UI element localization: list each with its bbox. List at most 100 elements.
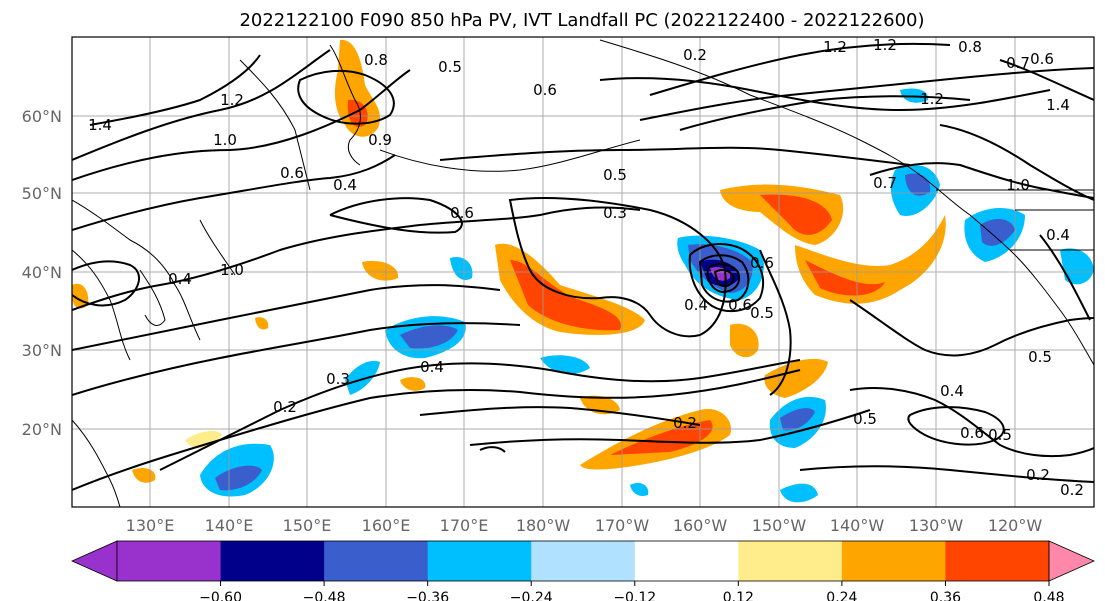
lat-label: 60°N bbox=[22, 107, 62, 126]
map-border bbox=[71, 36, 1095, 508]
contour-19 bbox=[419, 406, 701, 426]
colorbar-segment bbox=[220, 541, 325, 581]
contour-27 bbox=[649, 42, 951, 96]
contour-31 bbox=[999, 59, 1094, 101]
contour-15 bbox=[759, 249, 792, 396]
contour-26 bbox=[639, 67, 1094, 121]
contour-label: 1.0 bbox=[1006, 176, 1030, 194]
contour-5 bbox=[72, 154, 396, 231]
contour-label: 0.2 bbox=[1026, 466, 1050, 484]
lat-label: 20°N bbox=[22, 420, 62, 439]
contour-label: 0.6 bbox=[280, 164, 304, 182]
contour-label: 0.3 bbox=[326, 370, 350, 388]
coast-japan bbox=[139, 219, 236, 326]
contour-18 bbox=[72, 369, 801, 491]
contour-label: 0.4 bbox=[333, 176, 357, 194]
colorbar-segment bbox=[324, 541, 429, 581]
lon-label: 170°W bbox=[595, 516, 650, 535]
contour-label: 1.0 bbox=[220, 261, 244, 279]
shade-hawaii-blue-core bbox=[780, 408, 815, 431]
lon-label: 170°E bbox=[440, 516, 489, 535]
colorbar-tick-label: −0.24 bbox=[510, 590, 553, 601]
contour-2 bbox=[72, 69, 411, 181]
lat-label: 40°N bbox=[22, 263, 62, 282]
contour-label: 0.2 bbox=[673, 414, 697, 432]
lon-label: 140°E bbox=[205, 516, 254, 535]
contour-label: 0.5 bbox=[438, 58, 462, 76]
colorbar-tick-label: 0.12 bbox=[723, 590, 754, 601]
shade-bc-blue-core bbox=[905, 173, 931, 196]
coast-okhotsk bbox=[239, 59, 311, 191]
colorbar-segment bbox=[738, 541, 843, 581]
contour-22 bbox=[907, 406, 1005, 446]
contour-1 bbox=[72, 49, 331, 161]
contour-3 bbox=[89, 54, 261, 126]
lon-label: 120°W bbox=[988, 516, 1043, 535]
shade-wa-blue-core bbox=[980, 218, 1015, 246]
colorbar-tick-label: −0.48 bbox=[303, 590, 346, 601]
contour-13 bbox=[706, 262, 740, 294]
colorbar-segment bbox=[531, 541, 636, 581]
contour-8 bbox=[72, 284, 501, 351]
colorbar-segment bbox=[117, 541, 222, 581]
contour-23 bbox=[799, 465, 1094, 483]
contour-label: 0.6 bbox=[450, 204, 474, 222]
colorbar-tick-label: 0.48 bbox=[1033, 590, 1064, 601]
contour-4 bbox=[297, 69, 395, 125]
contour-10 bbox=[508, 197, 727, 338]
colorbar-segments bbox=[71, 540, 1095, 582]
map-title: 2022122100 F090 850 hPa PV, IVT Landfall… bbox=[239, 10, 924, 31]
shade-sw-blue-core bbox=[215, 465, 262, 491]
contour-21 bbox=[849, 387, 1094, 458]
shade-low-center bbox=[730, 323, 759, 358]
contour-label: 0.4 bbox=[940, 382, 964, 400]
contour-label: 0.5 bbox=[603, 166, 627, 184]
contour-label: 0.4 bbox=[684, 296, 708, 314]
shade-small-b1 bbox=[450, 256, 473, 280]
colorbar-segment bbox=[634, 541, 739, 581]
contour-11 bbox=[688, 243, 765, 313]
shade-small-5 bbox=[255, 317, 269, 330]
shade-small-b6 bbox=[230, 452, 249, 464]
colorbar-ticks: −0.60 −0.48 −0.36 −0.24 −0.12 0.12 0.24 0.36 0.4… bbox=[199, 581, 1065, 601]
contour-label: 1.2 bbox=[920, 90, 944, 108]
lon-label: 150°W bbox=[752, 516, 807, 535]
shade-ca-blue bbox=[1060, 248, 1094, 285]
lon-axis: 130°E 140°E 150°E 160°E 170°E 180°W 170°… bbox=[126, 516, 1043, 535]
contour-label: 0.7 bbox=[1006, 54, 1030, 72]
shade-small-b4 bbox=[630, 483, 649, 496]
contour-34 bbox=[1039, 234, 1091, 321]
contour-label: 0.2 bbox=[683, 46, 707, 64]
shade-coast-ar-core bbox=[805, 260, 885, 296]
contour-20 bbox=[469, 409, 871, 446]
contour-label: 0.5 bbox=[750, 304, 774, 322]
contour-28 bbox=[679, 95, 971, 131]
contour-label: 1.2 bbox=[220, 91, 244, 109]
colorbar-segment bbox=[427, 541, 532, 581]
contour-label: 0.6 bbox=[728, 296, 752, 314]
contour-label: 0.6 bbox=[533, 81, 557, 99]
coast-bc bbox=[919, 174, 1094, 366]
contour-label: 1.2 bbox=[873, 36, 897, 54]
colorbar-tick-label: −0.12 bbox=[613, 590, 656, 601]
colorbar-tick-label: −0.60 bbox=[199, 590, 242, 601]
contour-label: 0.8 bbox=[364, 51, 388, 69]
contour-label: 0.6 bbox=[1030, 50, 1054, 68]
contour-label: 0.6 bbox=[960, 424, 984, 442]
contour-label: 0.4 bbox=[420, 358, 444, 376]
shade-kamchatka bbox=[334, 39, 381, 137]
lat-label: 30°N bbox=[22, 341, 62, 360]
contour-label: 0.9 bbox=[368, 131, 392, 149]
contour-32 bbox=[479, 446, 506, 453]
shade-small-4 bbox=[185, 430, 222, 449]
colorbar-extend-high bbox=[1048, 540, 1095, 582]
shade-west-blue2 bbox=[345, 360, 380, 395]
shade-kamchatka-core bbox=[347, 99, 368, 127]
contour-label: 0.6 bbox=[750, 254, 774, 272]
contour-label: 0.3 bbox=[603, 204, 627, 222]
contour-7 bbox=[72, 206, 641, 311]
contour-label: 0.5 bbox=[988, 426, 1012, 444]
lon-label: 180°W bbox=[516, 516, 571, 535]
contour-25 bbox=[599, 77, 1051, 112]
contour-label: 0.7 bbox=[873, 174, 897, 192]
